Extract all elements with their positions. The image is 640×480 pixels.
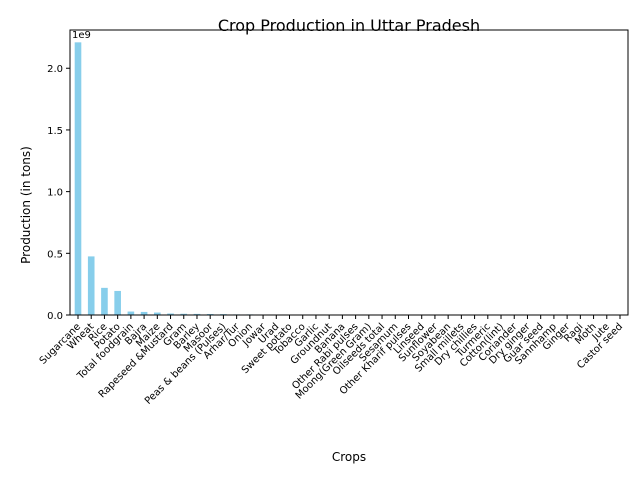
bar-5 <box>140 311 148 315</box>
y-tick-label: 2.0 <box>47 64 63 75</box>
y-tick-label: 0.5 <box>47 249 63 260</box>
bar-9 <box>193 313 201 315</box>
chart-title: Crop Production in Uttar Pradesh <box>218 16 480 35</box>
plot-frame <box>69 29 629 316</box>
bar-7 <box>167 313 174 315</box>
bar-0 <box>74 42 82 316</box>
bar-4 <box>127 311 135 315</box>
bar-3 <box>114 290 121 315</box>
y-tick-label: 0.0 <box>47 311 63 322</box>
bar-1 <box>87 256 95 315</box>
y-axis-label: Production (in tons) <box>19 146 33 264</box>
y-axis-offset-label: 1e9 <box>72 30 91 41</box>
y-tick-label: 1.5 <box>47 126 63 137</box>
y-axis-ticks: 0.0 0.5 1.0 1.5 2.0 <box>47 64 70 322</box>
bar-6 <box>154 312 161 315</box>
x-axis-label: Crops <box>332 450 366 464</box>
bars-group <box>74 42 611 316</box>
bar-2 <box>101 287 108 315</box>
bar-8 <box>180 313 188 315</box>
y-tick-label: 1.0 <box>47 188 63 199</box>
